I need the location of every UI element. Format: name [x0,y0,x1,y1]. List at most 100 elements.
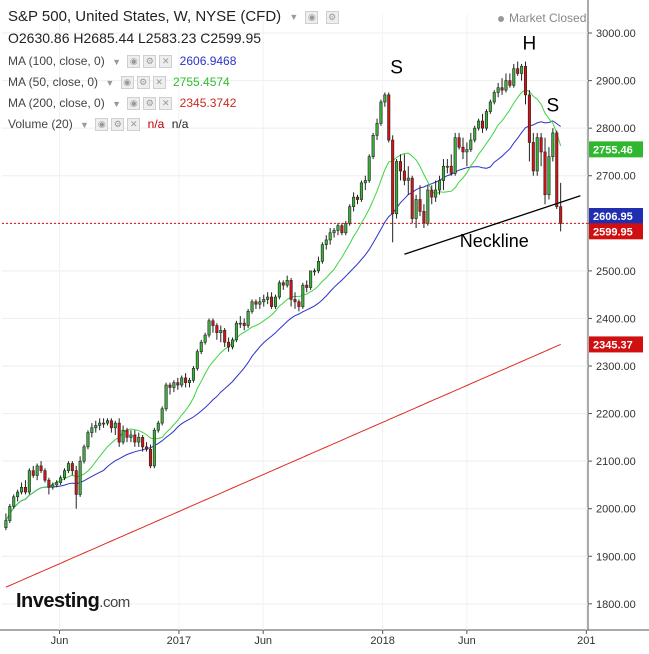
candle-body [481,120,485,129]
market-status: Market Closed [498,11,586,25]
chevron-down-icon[interactable]: ▼ [112,56,121,67]
candle-body [121,429,125,443]
candle-body [125,429,129,438]
symbol-title: S&P 500, United States, W, NYSE (CFD) ▼ … [8,8,339,25]
eye-icon[interactable]: ◉ [305,10,319,24]
candle-body [62,470,67,479]
indicator-volume[interactable]: Volume (20) ▼ ◉ ⚙ ✕ n/a n/a [8,117,189,132]
candle-body [258,301,262,305]
candle-body [223,330,227,343]
y-tick-label: 2300.00 [596,361,636,373]
eye-icon[interactable]: ◉ [120,76,134,90]
candle-body [152,429,156,467]
close-icon[interactable]: ✕ [159,55,173,69]
candle-body [512,68,516,86]
candle-body [230,339,235,348]
indicator-value-2: n/a [171,117,189,131]
candle-body [90,427,94,433]
candle-body [12,496,16,507]
candle-body [375,123,379,136]
close-icon[interactable]: ✕ [159,97,173,111]
candle-body [203,334,207,343]
candle-body [4,520,8,529]
investing-logo: Investing.com [16,590,130,613]
candle-body [74,470,78,495]
candle-body [172,382,176,388]
chevron-down-icon[interactable]: ▼ [80,119,89,130]
candle-body [477,120,481,129]
eye-icon[interactable]: ◉ [95,118,109,132]
gear-icon[interactable]: ⚙ [143,97,157,111]
gear-icon[interactable]: ⚙ [325,10,339,24]
indicator-value: 2345.3742 [179,96,237,110]
candle-body [316,261,320,272]
candle-body [320,244,324,262]
candle-body [219,330,223,334]
close-icon[interactable]: ✕ [127,118,141,132]
candle-body [98,422,102,426]
candle-body [344,222,348,234]
candle-body [188,379,192,383]
candle-body [449,165,453,174]
candle-body [66,463,70,471]
x-tick-label: Jun [458,635,476,647]
gear-icon[interactable]: ⚙ [143,55,157,69]
x-tick-label: 201 [577,635,595,647]
candle-body [313,270,317,273]
candle-body [504,80,508,91]
indicator-value: 2755.4574 [173,75,230,89]
candle-body [441,165,445,181]
gear-icon[interactable]: ⚙ [111,118,125,132]
candle-body [285,280,289,286]
indicator-ma50[interactable]: MA (50, close, 0) ▼ ◉ ⚙ ✕ 2755.4574 [8,75,230,90]
candle-body [391,139,395,215]
logo-suffix: .com [99,594,130,611]
candle-body [160,408,164,424]
candle-body [328,232,332,241]
candle-body [438,180,442,191]
pattern-annotation: S [546,96,559,117]
gear-icon[interactable]: ⚙ [136,76,150,90]
candle-body [94,425,98,429]
chevron-down-icon[interactable]: ▼ [105,77,115,88]
candle-body [430,189,434,198]
candle-body [461,146,465,153]
candle-body [410,177,414,219]
indicator-label: Volume (20) [8,117,73,131]
indicator-label: MA (50, close, 0) [8,75,99,89]
candle-body [305,284,309,288]
candle-body [164,384,168,410]
price-tag [589,223,643,240]
candle-body [234,322,238,341]
candle-body [402,170,406,181]
candle-body [43,470,47,481]
x-tick-label: Jun [254,635,272,647]
eye-icon[interactable]: ◉ [127,97,141,111]
candle-body [426,189,430,224]
candle-body [395,161,399,215]
chevron-down-icon[interactable]: ▼ [112,98,121,109]
indicator-ma200[interactable]: MA (200, close, 0) ▼ ◉ ⚙ ✕ 2345.3742 [8,96,237,111]
candle-body [113,422,117,429]
eye-icon[interactable]: ◉ [127,55,141,69]
indicator-ma100[interactable]: MA (100, close, 0) ▼ ◉ ⚙ ✕ 2606.9468 [8,54,236,69]
y-tick-label: 1800.00 [596,599,636,611]
ohlc-readout: O2630.86 H2685.44 L2583.23 C2599.95 [8,30,261,46]
y-tick-label: 2100.00 [596,456,636,468]
candle-body [414,199,418,219]
ma200-line [5,343,561,588]
candle-body [293,299,297,303]
candle-body [363,180,367,184]
candle-body [531,142,535,172]
indicator-label: MA (100, close, 0) [8,54,105,68]
y-tick-label: 2500.00 [596,266,636,278]
candle-body [86,432,90,448]
chevron-down-icon[interactable]: ▼ [289,12,299,23]
candle-body [176,382,180,386]
candle-body [359,182,363,200]
candle-body [129,434,133,438]
close-icon[interactable]: ✕ [152,76,166,90]
candle-body [266,296,270,300]
candle-body [211,320,215,326]
